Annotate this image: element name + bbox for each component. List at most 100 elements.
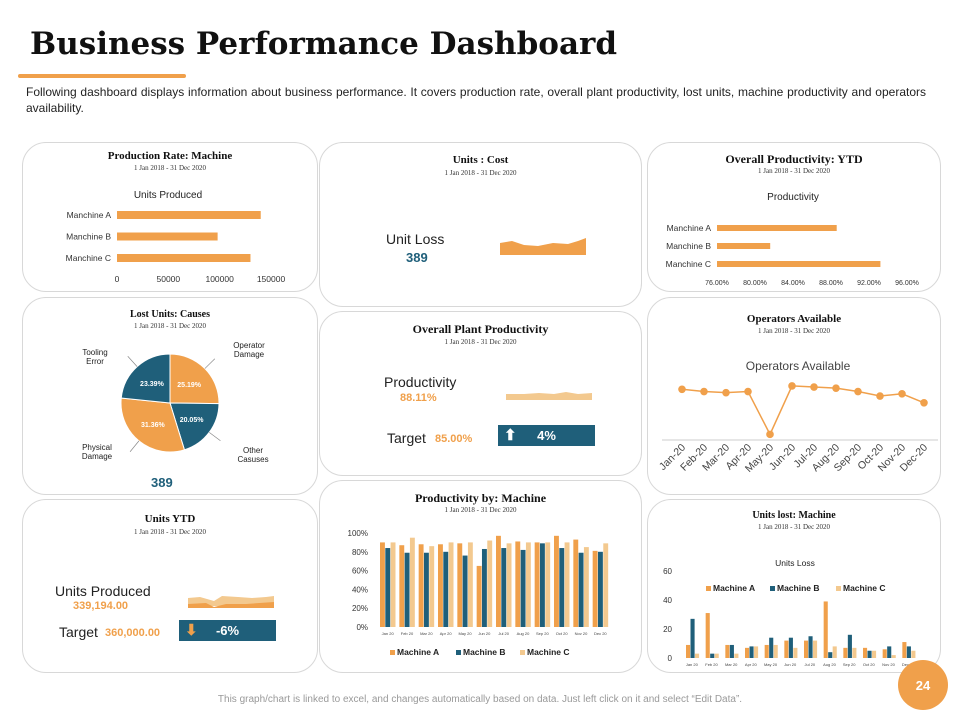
x-tick-label: 150000 (257, 274, 286, 284)
bar-machine-b (423, 552, 429, 627)
x-tick-label: Sep 20 (536, 631, 549, 636)
card-title: Overall Plant Productivity (412, 322, 549, 336)
change-value: -6% (215, 623, 240, 638)
pie-slice-operator-damage (169, 353, 220, 405)
card-production-rate[interactable]: Production Rate: Machine 1 Jan 2018 - 31… (22, 142, 318, 292)
data-point-dec-20 (920, 399, 928, 407)
productivity-machine-chart: 0% 20% 40% 60% 80% 100% Jan 20 Feb 20 Mar 20 Apr … (348, 529, 609, 657)
bar-machine-b (867, 650, 872, 658)
x-tick-label: Jun 20 (784, 662, 797, 667)
bar-machine-c (390, 542, 396, 627)
data-point-may-20 (766, 430, 774, 439)
x-tick-label: 96.00% (895, 280, 919, 287)
bar-machine-b (887, 646, 892, 658)
card-title: Productivity by: Machine (414, 491, 547, 505)
x-tick-label: Feb 20 (401, 631, 414, 636)
x-tick-label: Feb 20 (705, 662, 718, 667)
legend-swatch (520, 650, 525, 655)
bar-machine-a (725, 644, 730, 658)
bar-machine-a (804, 640, 809, 658)
card-title: Production Rate: Machine (107, 150, 233, 162)
production-rate-chart: Units Produced Manchine A Manchine B Manchi… (66, 190, 286, 284)
bar-machine-a (438, 544, 443, 627)
units-ytd-sparkline (188, 596, 274, 608)
bar-machine-b (828, 652, 833, 658)
x-tick-label: 84.00% (781, 280, 805, 287)
card-title: Units : Cost (452, 154, 509, 166)
bar-machine-b (729, 644, 734, 658)
x-tick-label: Aug 20 (823, 662, 836, 667)
intro-text: Following dashboard displays information… (26, 85, 926, 115)
card-overall-productivity[interactable]: Overall Productivity: YTD 1 Jan 2018 - 3… (647, 142, 941, 292)
bar-machine-c (852, 647, 857, 658)
leader-line (204, 358, 216, 369)
y-tick-label: 20% (352, 604, 368, 613)
bar-machine-b (578, 552, 584, 627)
card-units-lost-machine[interactable]: Units lost: Machine 1 Jan 2018 - 31 Dec … (647, 499, 941, 673)
label-other-causes: Other Casuses (237, 446, 269, 464)
pie-value-label: 20.05% (180, 417, 205, 424)
label-physical-damage: Physical Damage (81, 443, 113, 461)
bar-machine-c (603, 543, 609, 627)
bar-machine-b (690, 618, 695, 658)
pie-slice-other-casuses (169, 402, 220, 451)
y-tick-label: 40% (352, 585, 368, 594)
data-point-feb-20 (700, 387, 708, 396)
bar-machine-c (891, 655, 896, 658)
unit-loss-value: 389 (406, 250, 428, 265)
data-point-mar-20 (722, 388, 730, 397)
leader-line (129, 440, 140, 452)
title-underline (18, 74, 186, 78)
y-tick-label: 60 (663, 567, 672, 576)
x-tick-label: Jan 20 (686, 662, 699, 667)
legend-label: Machine A (397, 647, 439, 657)
arrow-down-icon: ⬇ (185, 622, 198, 639)
card-units-ytd[interactable]: Units YTD 1 Jan 2018 - 31 Dec 2020 Units… (22, 499, 318, 673)
x-tick-label: Nov 20 (882, 662, 895, 667)
bar-machine-a (882, 649, 887, 658)
lost-units-total: 389 (151, 475, 173, 490)
bar-machine-c (564, 542, 570, 627)
target-value: 360,000.00 (105, 627, 161, 639)
card-operators[interactable]: Operators Available 1 Jan 2018 - 31 Dec … (647, 297, 941, 495)
x-tick-label: Jun 20 (478, 631, 491, 636)
x-tick-label: Nov 20 (575, 631, 588, 636)
bar-machine-a (592, 550, 598, 627)
data-point-sep-20 (854, 387, 862, 396)
card-units-cost[interactable]: Units : Cost 1 Jan 2018 - 31 Dec 2020 Un… (319, 142, 642, 307)
bar-machine-b (462, 555, 468, 627)
card-lost-units[interactable]: Lost Units: Causes 1 Jan 2018 - 31 Dec 2… (22, 297, 318, 495)
bar-machine-c (793, 647, 798, 658)
card-title: Units YTD (144, 513, 196, 525)
pie-slice-physical-damage (120, 397, 186, 453)
x-tick-label: Jul 20 (498, 631, 509, 636)
bar-machine-c (695, 653, 700, 658)
card-productivity-machine[interactable]: Productivity by: Machine 1 Jan 2018 - 31… (319, 480, 642, 673)
legend-label: Machine B (777, 583, 820, 593)
chart-title: Units Produced (134, 190, 202, 201)
x-tick-label: Sep 20 (843, 662, 856, 667)
bar-machine-b (788, 637, 793, 658)
x-tick-label: May 20 (764, 662, 778, 667)
data-point-nov-20 (898, 389, 906, 398)
bar-machine-c (545, 542, 551, 627)
x-tick-label: Oct 20 (863, 662, 876, 667)
card-plant-productivity[interactable]: Overall Plant Productivity 1 Jan 2018 - … (319, 311, 642, 476)
label-operator-damage: Operator Damage (233, 341, 265, 359)
bar-manchine-b (117, 232, 218, 241)
x-tick-label: Dec 20 (594, 631, 607, 636)
bar-machine-c (487, 540, 493, 627)
units-lost-chart: Units Loss 0 20 40 60 Jan 20 Feb 20 Mar 20 Apr 2… (663, 558, 916, 667)
bar-machine-c (813, 640, 818, 658)
legend-label: Machine B (463, 647, 506, 657)
bar-machine-b (481, 548, 487, 627)
bar-machine-b (404, 552, 410, 627)
x-tick-label: Oct 20 (556, 631, 569, 636)
overall-productivity-chart: Productivity Manchine A Manchine B Manchine… (666, 192, 919, 287)
bar-machine-c (448, 542, 454, 627)
y-tick-label: 0 (668, 654, 673, 663)
x-tick-label: 100000 (205, 274, 234, 284)
bar-manchine-a (117, 211, 261, 219)
data-point-aug-20 (832, 384, 840, 392)
card-title: Units lost: Machine (752, 510, 836, 521)
